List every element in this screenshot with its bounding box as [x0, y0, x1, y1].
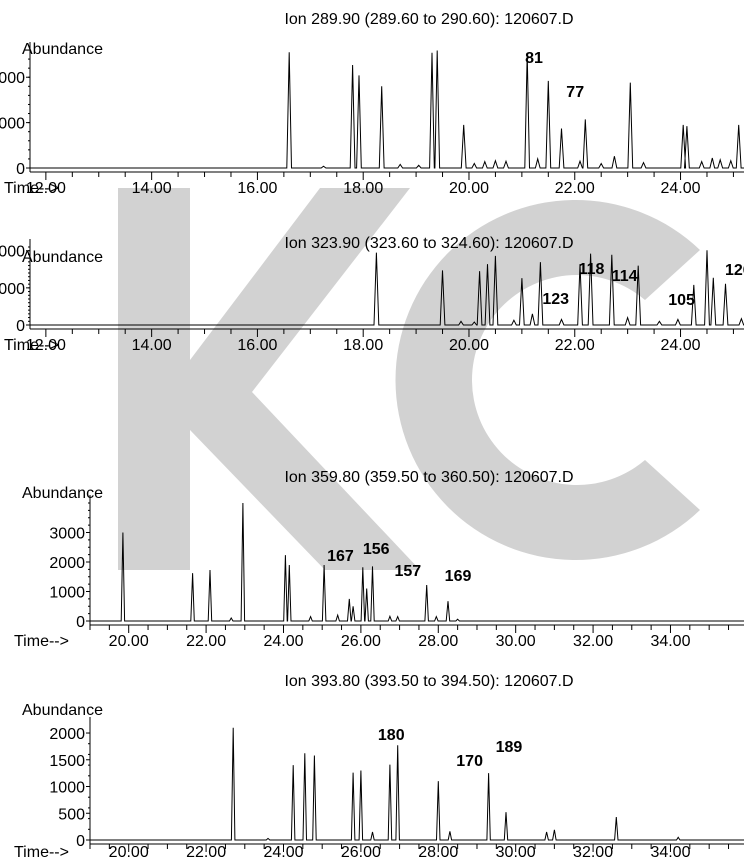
chromatogram-trace — [90, 502, 744, 622]
y-tick-label: 1000 — [49, 780, 85, 797]
peak-annotation: 114 — [612, 268, 638, 285]
y-tick-label: 1000 — [0, 281, 25, 298]
chromatogram-panel-3: Ion 359.80 (359.50 to 360.50): 120607.D A… — [14, 469, 744, 650]
x-tick-label: 34.00 — [650, 633, 690, 650]
x-tick-label: 24.00 — [661, 180, 701, 197]
x-tick-label: 22.00 — [186, 633, 226, 650]
y-tick-label: 2000 — [49, 726, 85, 743]
x-tick-label: 30.00 — [496, 633, 536, 650]
x-axis-label: Time--> — [4, 337, 59, 354]
peak-annotation: 126 — [725, 262, 744, 279]
watermark-k-arms — [190, 188, 420, 570]
y-axis-label: Abundance — [22, 702, 103, 719]
x-tick-label: 30.00 — [496, 844, 536, 858]
x-tick-label: 20.00 — [449, 180, 489, 197]
y-tick-label: 1000 — [0, 116, 25, 133]
x-tick-label: 20.00 — [449, 337, 489, 354]
x-tick-label: 16.00 — [237, 180, 277, 197]
y-axis-label: Abundance — [22, 41, 103, 58]
x-tick-label: 24.00 — [263, 844, 303, 858]
chromatogram-panel-2: Ion 323.90 (323.60 to 324.60): 120607.D A… — [0, 235, 744, 354]
y-tick-label: 0 — [16, 318, 25, 335]
peak-annotation: 157 — [394, 563, 421, 580]
chromatogram-panel-1: Ion 289.90 (289.60 to 290.60): 120607.D A… — [0, 11, 744, 197]
x-axis-label: Time--> — [4, 180, 59, 197]
peak-annotation: 105 — [668, 292, 695, 309]
x-tick-label: 26.00 — [341, 633, 381, 650]
x-tick-label: 12.00 — [26, 180, 66, 197]
y-axis-label: Abundance — [22, 249, 103, 266]
x-tick-label: 28.00 — [418, 844, 458, 858]
x-axis-label: Time--> — [14, 633, 69, 650]
x-tick-label: 22.00 — [555, 180, 595, 197]
x-tick-label: 34.00 — [650, 844, 690, 858]
kc-watermark — [118, 188, 700, 570]
x-tick-label: 22.00 — [186, 844, 226, 858]
panel-title: Ion 393.80 (393.50 to 394.50): 120607.D — [284, 673, 573, 690]
x-tick-label: 14.00 — [132, 180, 172, 197]
panel-title: Ion 323.90 (323.60 to 324.60): 120607.D — [284, 235, 573, 252]
peak-annotation: 77 — [566, 84, 584, 101]
y-tick-label: 1500 — [49, 753, 85, 770]
x-tick-label: 26.00 — [341, 844, 381, 858]
chromatogram-panels: Ion 289.90 (289.60 to 290.60): 120607.D A… — [0, 11, 744, 858]
y-tick-label: 0 — [76, 833, 85, 850]
peak-annotation: 169 — [445, 568, 472, 585]
y-tick-label: 2000 — [49, 555, 85, 572]
x-tick-label: 24.00 — [263, 633, 303, 650]
watermark-c — [395, 199, 700, 560]
x-tick-label: 28.00 — [418, 633, 458, 650]
peak-annotation: 189 — [496, 739, 523, 756]
peak-annotation: 170 — [456, 753, 483, 770]
x-tick-label: 24.00 — [661, 337, 701, 354]
x-tick-label: 20.00 — [109, 844, 149, 858]
panel-title: Ion 359.80 (359.50 to 360.50): 120607.D — [284, 469, 573, 486]
y-tick-label: 0 — [76, 614, 85, 631]
chromatogram-trace — [30, 50, 744, 169]
x-axis-label: Time--> — [14, 844, 69, 858]
x-tick-label: 20.00 — [109, 633, 149, 650]
y-tick-label: 0 — [16, 161, 25, 178]
chromatogram-trace — [90, 727, 744, 841]
peak-annotation: 81 — [525, 50, 543, 67]
x-tick-label: 12.00 — [26, 337, 66, 354]
x-tick-label: 32.00 — [573, 633, 613, 650]
y-tick-label: 2000 — [0, 244, 25, 261]
y-axis-label: Abundance — [22, 485, 103, 502]
chromatogram-panel-4: Ion 393.80 (393.50 to 394.50): 120607.D A… — [14, 673, 744, 858]
chromatogram-trace — [30, 250, 744, 326]
peak-annotation: 118 — [579, 261, 605, 278]
peak-annotation: 156 — [363, 541, 390, 558]
x-tick-label: 32.00 — [573, 844, 613, 858]
x-tick-label: 18.00 — [343, 337, 383, 354]
y-tick-label: 3000 — [49, 526, 85, 543]
y-tick-label: 1000 — [49, 585, 85, 602]
x-tick-label: 18.00 — [343, 180, 383, 197]
x-tick-label: 22.00 — [555, 337, 595, 354]
peak-annotation: 123 — [542, 291, 569, 308]
y-tick-label: 2000 — [0, 70, 25, 87]
watermark-k-stem — [118, 188, 190, 570]
panel-title: Ion 289.90 (289.60 to 290.60): 120607.D — [284, 11, 573, 28]
x-tick-label: 14.00 — [132, 337, 172, 354]
y-tick-label: 500 — [58, 806, 85, 823]
peak-annotation: 167 — [327, 548, 354, 565]
x-tick-label: 16.00 — [237, 337, 277, 354]
peak-annotation: 180 — [378, 727, 405, 744]
